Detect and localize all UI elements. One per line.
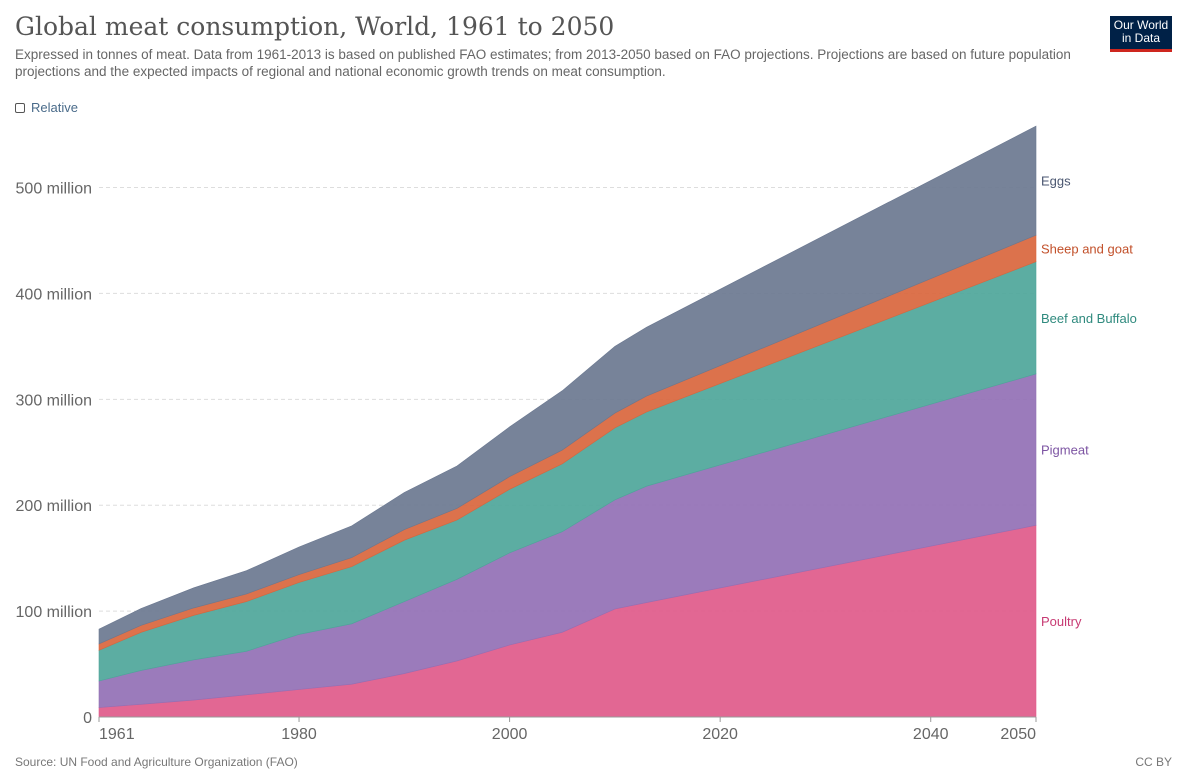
chart-title: Global meat consumption, World, 1961 to … [15, 12, 615, 41]
source-note[interactable]: Source: UN Food and Agriculture Organiza… [15, 755, 298, 769]
relative-label: Relative [31, 100, 78, 115]
legend-label-poultry: Poultry [1041, 614, 1082, 629]
legend-label-pigmeat: Pigmeat [1041, 443, 1089, 458]
owid-logo[interactable]: Our World in Data [1110, 16, 1172, 52]
y-tick-label: 100 million [16, 604, 92, 621]
logo-line-1: Our World [1113, 18, 1169, 32]
relative-checkbox[interactable] [15, 102, 25, 113]
y-tick-label: 200 million [16, 498, 92, 515]
legend-label-beef-and-buffalo: Beef and Buffalo [1041, 311, 1137, 326]
y-tick-label: 300 million [16, 392, 92, 409]
y-tick-label: 0 [83, 710, 92, 727]
x-tick-label: 1980 [281, 726, 317, 743]
area-eggs [98, 125, 1037, 645]
logo-line-2: in Data [1121, 31, 1161, 45]
chart-subtitle: Expressed in tonnes of meat. Data from 1… [15, 47, 1071, 79]
x-tick-label: 2050 [1000, 726, 1036, 743]
relative-toggle[interactable]: Relative [15, 100, 78, 115]
license-link[interactable]: CC BY [1135, 755, 1172, 769]
y-tick-label: 400 million [16, 286, 92, 303]
x-tick-label: 2040 [913, 726, 949, 743]
x-tick-label: 2000 [492, 726, 528, 743]
legend-label-sheep-and-goat: Sheep and goat [1041, 241, 1133, 256]
x-tick-label: 2020 [702, 726, 738, 743]
y-tick-label: 500 million [16, 181, 92, 198]
legend-label-eggs: Eggs [1041, 174, 1071, 189]
x-tick-label: 1961 [99, 726, 135, 743]
